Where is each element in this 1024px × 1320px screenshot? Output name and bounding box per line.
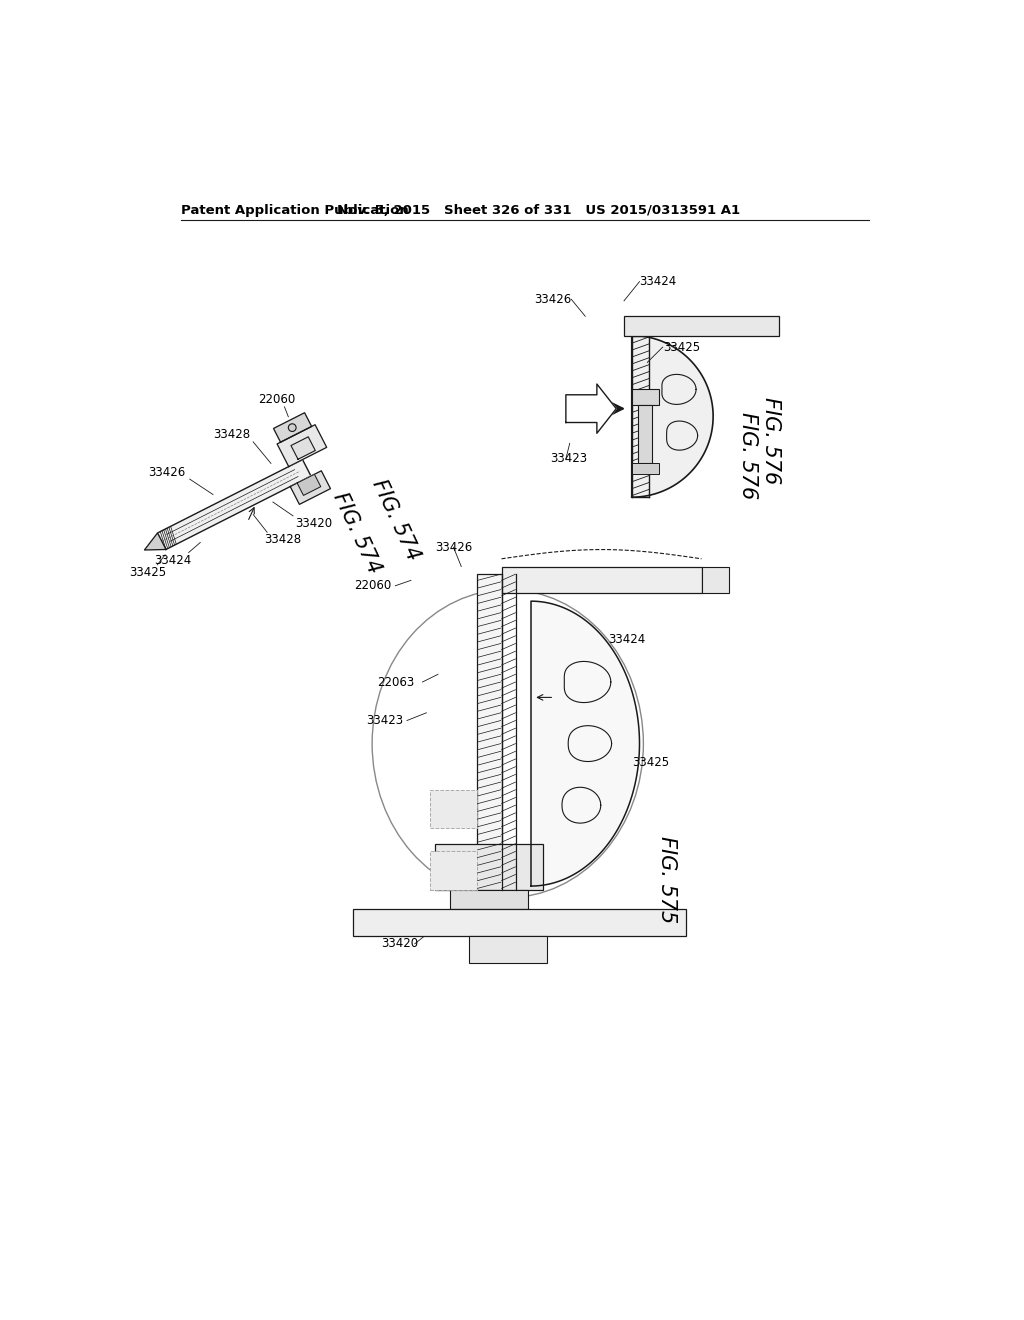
Polygon shape: [278, 425, 327, 466]
Polygon shape: [291, 437, 315, 459]
Text: 22060: 22060: [258, 392, 295, 405]
Text: 33426: 33426: [435, 541, 472, 554]
FancyBboxPatch shape: [451, 890, 528, 909]
Polygon shape: [290, 471, 331, 504]
Text: 33423: 33423: [366, 714, 403, 727]
Text: 22063: 22063: [378, 676, 415, 689]
Text: 33428: 33428: [214, 428, 251, 441]
Text: 33426: 33426: [147, 466, 185, 479]
Text: 33423: 33423: [550, 453, 588, 465]
Text: 33425: 33425: [663, 341, 699, 354]
Text: 22060: 22060: [354, 579, 391, 593]
Polygon shape: [531, 601, 640, 886]
Circle shape: [289, 424, 296, 432]
Text: FIG. 574: FIG. 574: [369, 477, 423, 564]
FancyBboxPatch shape: [624, 317, 779, 335]
Polygon shape: [158, 459, 311, 549]
FancyBboxPatch shape: [632, 462, 658, 474]
Text: 33426: 33426: [535, 293, 571, 306]
Text: 33428: 33428: [264, 533, 301, 546]
Text: FIG. 576: FIG. 576: [738, 412, 758, 500]
FancyBboxPatch shape: [430, 789, 477, 829]
Text: 33420: 33420: [295, 517, 333, 531]
Polygon shape: [632, 335, 713, 498]
Text: 33424: 33424: [640, 275, 677, 288]
Text: Patent Application Publication: Patent Application Publication: [180, 205, 409, 218]
Polygon shape: [566, 384, 616, 433]
FancyBboxPatch shape: [430, 851, 477, 890]
Text: FIG. 574: FIG. 574: [329, 490, 384, 577]
Text: 33425: 33425: [129, 566, 167, 579]
FancyBboxPatch shape: [435, 843, 544, 890]
Text: 33420: 33420: [381, 937, 418, 950]
Text: FIG. 576: FIG. 576: [761, 397, 781, 484]
FancyBboxPatch shape: [469, 936, 547, 964]
FancyBboxPatch shape: [352, 909, 686, 936]
Polygon shape: [144, 533, 166, 550]
FancyBboxPatch shape: [477, 574, 502, 890]
FancyBboxPatch shape: [638, 405, 652, 462]
FancyBboxPatch shape: [632, 389, 658, 405]
Polygon shape: [273, 413, 311, 442]
Text: 33424: 33424: [155, 553, 191, 566]
FancyBboxPatch shape: [701, 566, 729, 594]
Polygon shape: [297, 474, 321, 495]
Text: FIG. 575: FIG. 575: [656, 836, 677, 923]
Text: 33424: 33424: [608, 634, 646, 647]
Text: 33425: 33425: [632, 756, 669, 770]
Text: Nov. 5, 2015   Sheet 326 of 331   US 2015/0313591 A1: Nov. 5, 2015 Sheet 326 of 331 US 2015/03…: [337, 205, 740, 218]
FancyBboxPatch shape: [502, 566, 701, 594]
